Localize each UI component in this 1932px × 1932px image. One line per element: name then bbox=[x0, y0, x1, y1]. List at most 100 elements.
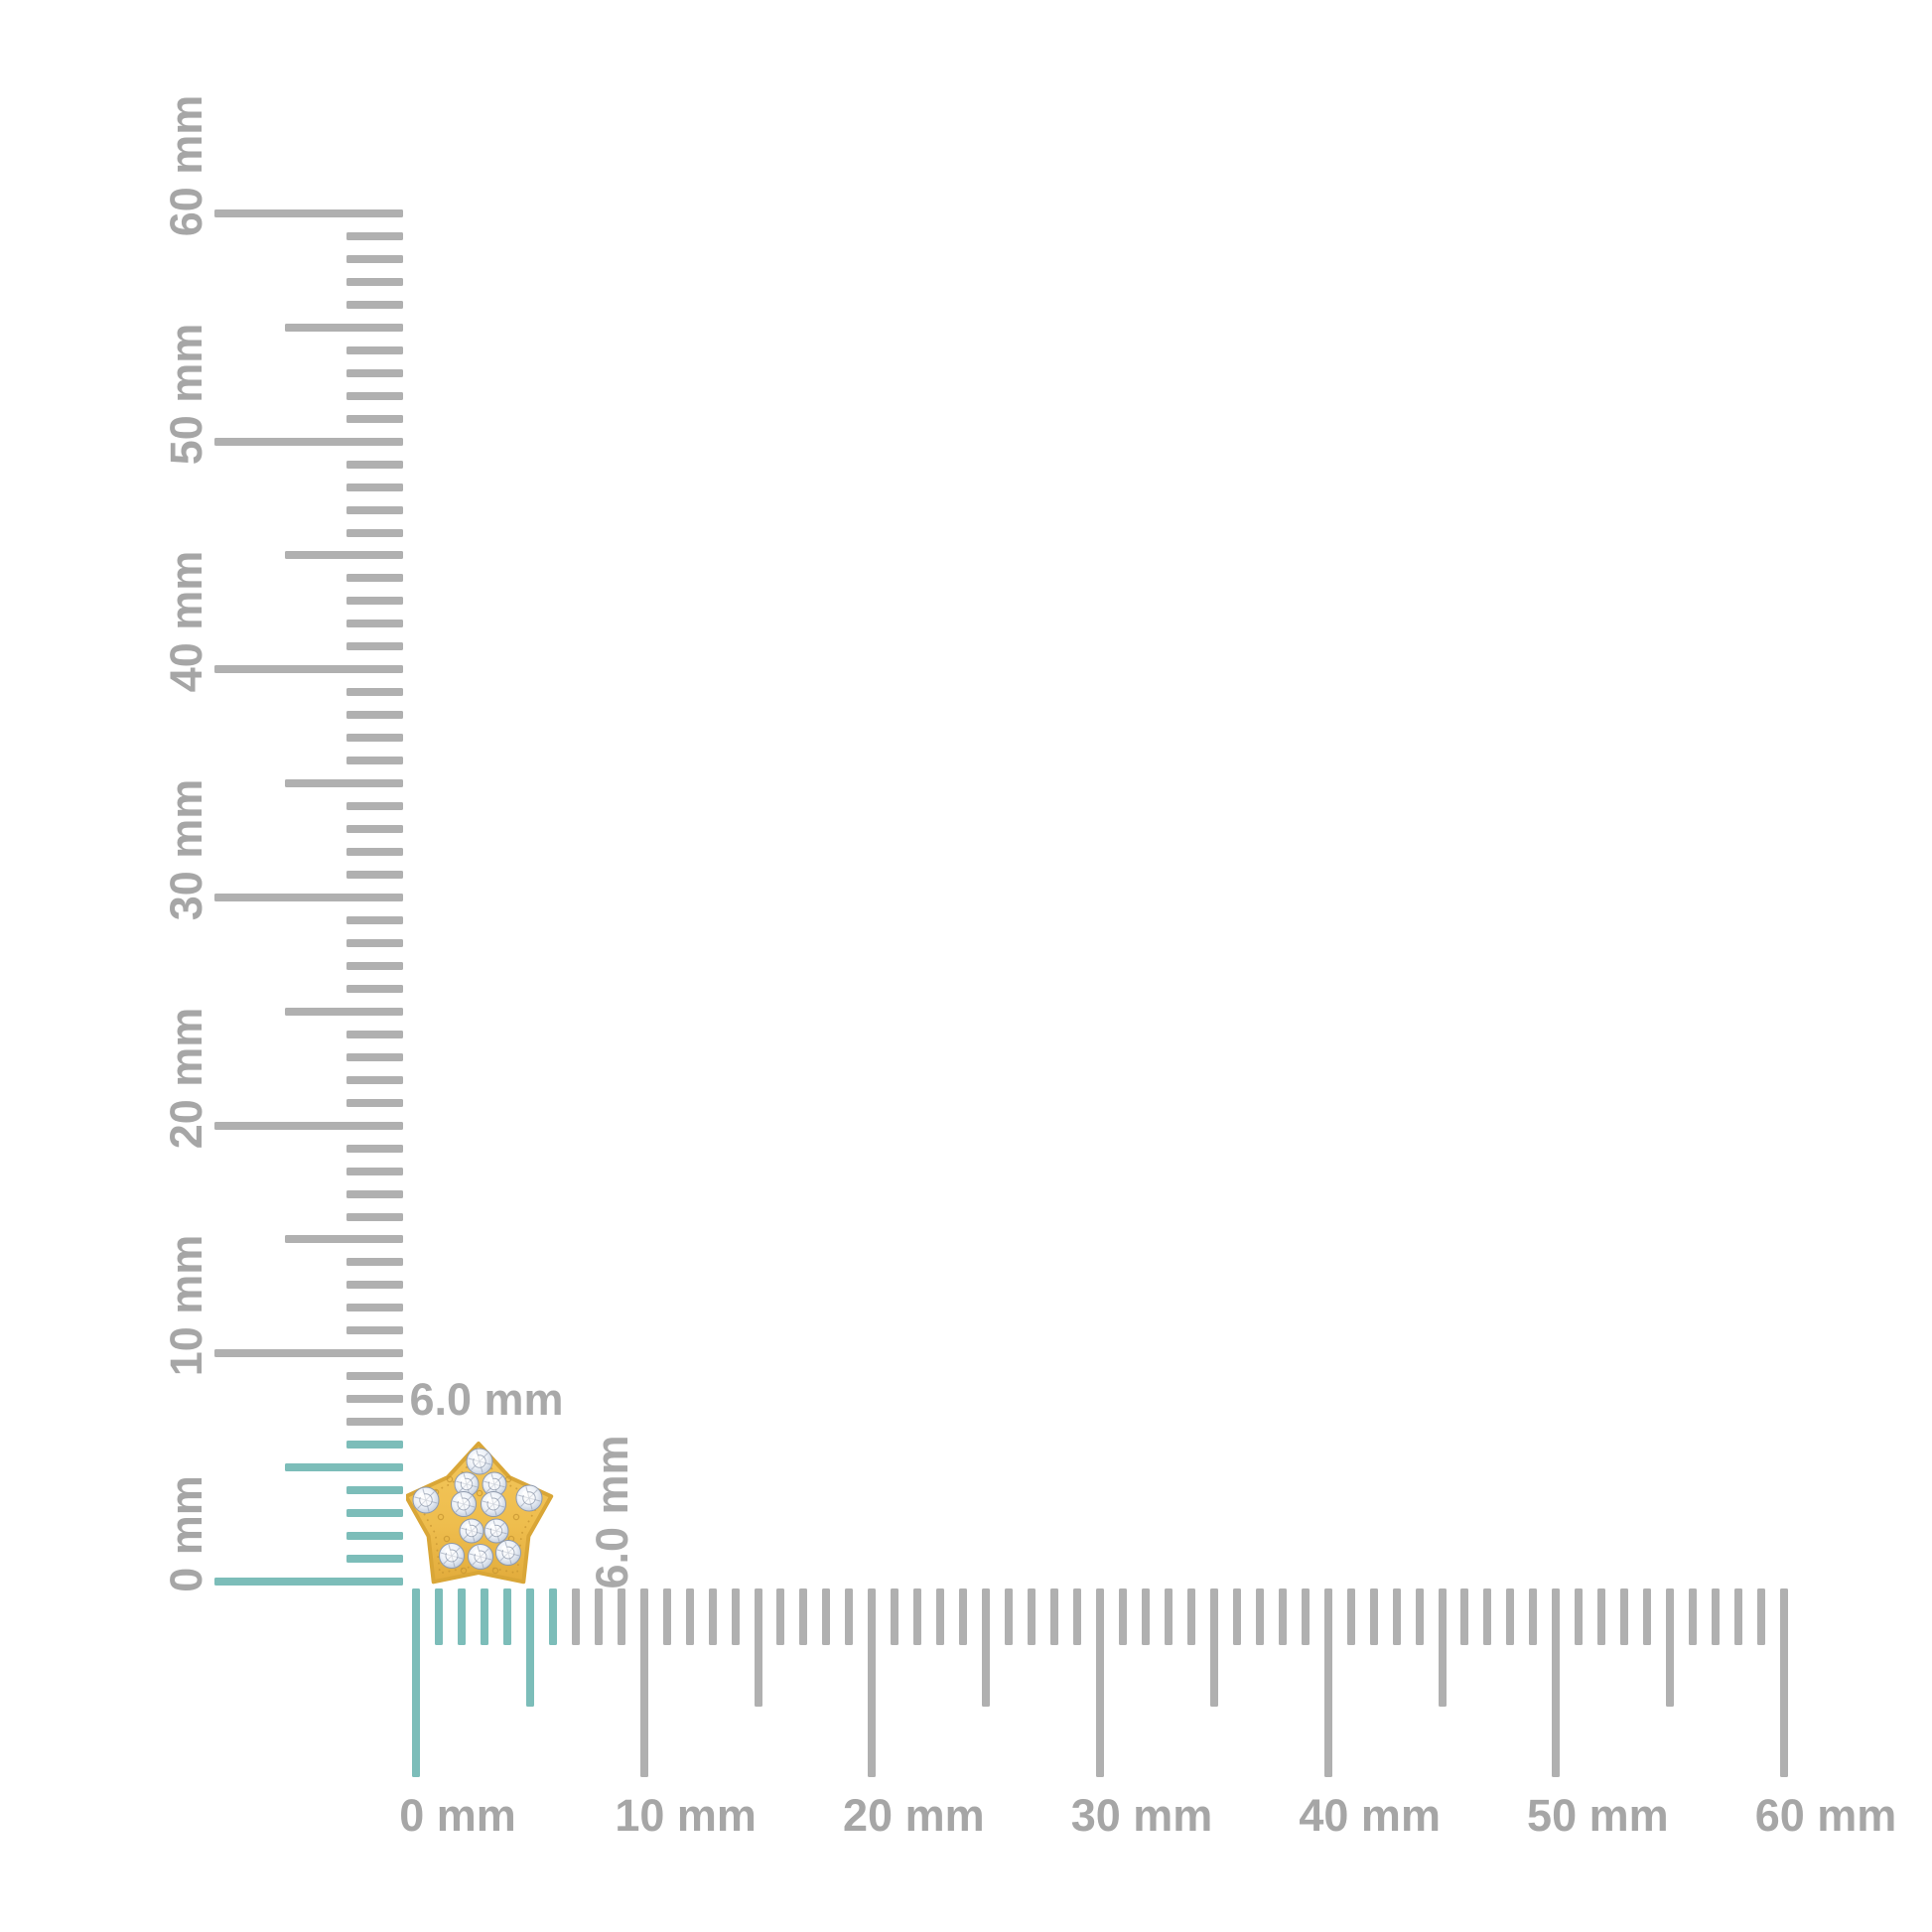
horizontal-ruler-tick-26mm bbox=[1005, 1588, 1014, 1645]
vertical-ruler-tick-48mm bbox=[346, 483, 403, 491]
horizontal-ruler-tick-33mm bbox=[1164, 1588, 1173, 1645]
horizontal-ruler-tick-22mm bbox=[913, 1588, 922, 1645]
horizontal-ruler-tick-19mm bbox=[845, 1588, 854, 1645]
horizontal-ruler-tick-30mm bbox=[1096, 1588, 1104, 1777]
vertical-ruler-tick-40mm bbox=[214, 665, 403, 674]
horizontal-ruler-tick-21mm bbox=[891, 1588, 899, 1645]
vertical-ruler-tick-21mm bbox=[346, 1098, 403, 1107]
horizontal-ruler-tick-50mm bbox=[1552, 1588, 1561, 1777]
horizontal-ruler-label-30mm: 30 mm bbox=[1070, 1790, 1213, 1841]
vertical-ruler-tick-34mm bbox=[346, 802, 403, 811]
vertical-ruler-tick-56mm bbox=[346, 300, 403, 309]
horizontal-ruler-tick-40mm bbox=[1323, 1588, 1332, 1777]
vertical-ruler-tick-54mm bbox=[346, 345, 403, 354]
vertical-ruler-tick-13mm bbox=[346, 1281, 403, 1290]
vertical-ruler-tick-14mm bbox=[346, 1258, 403, 1267]
vertical-ruler-tick-41mm bbox=[346, 642, 403, 651]
horizontal-ruler-tick-39mm bbox=[1301, 1588, 1310, 1645]
diamond-stone bbox=[515, 1484, 543, 1512]
horizontal-ruler-tick-4mm bbox=[502, 1588, 511, 1645]
horizontal-ruler-tick-13mm bbox=[708, 1588, 717, 1645]
vertical-ruler-label-60mm: 60 mm bbox=[161, 94, 211, 237]
vertical-ruler-label-30mm: 30 mm bbox=[161, 778, 211, 921]
vertical-ruler-tick-59mm bbox=[346, 231, 403, 240]
horizontal-ruler-tick-2mm bbox=[457, 1588, 466, 1645]
horizontal-ruler-tick-14mm bbox=[731, 1588, 740, 1645]
vertical-ruler-tick-44mm bbox=[346, 574, 403, 583]
vertical-ruler-tick-51mm bbox=[346, 414, 403, 423]
vertical-ruler-tick-18mm bbox=[346, 1167, 403, 1175]
horizontal-ruler-tick-3mm bbox=[480, 1588, 488, 1645]
vertical-ruler-tick-30mm bbox=[214, 893, 403, 901]
vertical-ruler-tick-9mm bbox=[346, 1372, 403, 1381]
vertical-ruler-tick-42mm bbox=[346, 620, 403, 628]
star-diamond-stud-icon bbox=[406, 1442, 554, 1585]
vertical-ruler-tick-12mm bbox=[346, 1304, 403, 1312]
horizontal-ruler-tick-9mm bbox=[617, 1588, 625, 1645]
vertical-ruler-tick-19mm bbox=[346, 1144, 403, 1153]
object-height-dimension-label: 6.0 mm bbox=[587, 1435, 637, 1589]
vertical-ruler-tick-25mm bbox=[285, 1007, 403, 1016]
vertical-ruler-tick-6mm bbox=[346, 1441, 403, 1449]
horizontal-ruler-tick-35mm bbox=[1209, 1588, 1218, 1707]
horizontal-ruler-tick-60mm bbox=[1780, 1588, 1789, 1777]
vertical-ruler-tick-45mm bbox=[285, 551, 403, 560]
vertical-ruler-label-20mm: 20 mm bbox=[161, 1007, 211, 1149]
vertical-ruler-tick-46mm bbox=[346, 528, 403, 537]
vertical-ruler-tick-33mm bbox=[346, 825, 403, 834]
horizontal-ruler-tick-18mm bbox=[822, 1588, 831, 1645]
horizontal-ruler-label-10mm: 10 mm bbox=[615, 1790, 757, 1841]
horizontal-ruler-tick-36mm bbox=[1232, 1588, 1241, 1645]
diamond-stone bbox=[468, 1544, 493, 1570]
vertical-ruler-tick-38mm bbox=[346, 711, 403, 720]
horizontal-ruler-tick-51mm bbox=[1575, 1588, 1584, 1645]
horizontal-ruler-label-0mm: 0 mm bbox=[399, 1790, 516, 1841]
diamond-stone bbox=[466, 1448, 493, 1475]
horizontal-ruler-tick-37mm bbox=[1255, 1588, 1264, 1645]
horizontal-ruler-tick-7mm bbox=[571, 1588, 580, 1645]
object-width-dimension-label: 6.0 mm bbox=[409, 1374, 564, 1425]
horizontal-ruler-tick-27mm bbox=[1028, 1588, 1036, 1645]
vertical-ruler-tick-10mm bbox=[214, 1349, 403, 1358]
horizontal-ruler-tick-43mm bbox=[1392, 1588, 1401, 1645]
vertical-ruler-tick-24mm bbox=[346, 1030, 403, 1038]
vertical-ruler-tick-23mm bbox=[346, 1052, 403, 1061]
horizontal-ruler-tick-48mm bbox=[1506, 1588, 1515, 1645]
horizontal-ruler-tick-29mm bbox=[1073, 1588, 1082, 1645]
vertical-ruler-tick-27mm bbox=[346, 961, 403, 970]
horizontal-ruler-tick-6mm bbox=[548, 1588, 557, 1645]
horizontal-ruler-tick-23mm bbox=[936, 1588, 945, 1645]
horizontal-ruler-tick-0mm bbox=[412, 1588, 420, 1777]
horizontal-ruler-tick-15mm bbox=[754, 1588, 762, 1707]
vertical-ruler-tick-32mm bbox=[346, 848, 403, 857]
horizontal-ruler-label-60mm: 60 mm bbox=[1754, 1790, 1897, 1841]
horizontal-ruler-tick-47mm bbox=[1483, 1588, 1492, 1645]
vertical-ruler-tick-35mm bbox=[285, 779, 403, 788]
horizontal-ruler-label-20mm: 20 mm bbox=[843, 1790, 985, 1841]
horizontal-ruler-tick-11mm bbox=[662, 1588, 671, 1645]
horizontal-ruler-tick-57mm bbox=[1712, 1588, 1721, 1645]
vertical-ruler-label-10mm: 10 mm bbox=[161, 1235, 211, 1377]
horizontal-ruler-tick-10mm bbox=[639, 1588, 648, 1777]
vertical-ruler-tick-47mm bbox=[346, 505, 403, 514]
diamond-stone bbox=[483, 1518, 509, 1544]
vertical-ruler-tick-16mm bbox=[346, 1212, 403, 1221]
vertical-ruler-tick-49mm bbox=[346, 460, 403, 469]
horizontal-ruler-tick-25mm bbox=[982, 1588, 991, 1707]
vertical-ruler-label-50mm: 50 mm bbox=[161, 323, 211, 465]
vertical-ruler-tick-4mm bbox=[346, 1486, 403, 1495]
vertical-ruler-tick-0mm bbox=[214, 1578, 403, 1586]
horizontal-ruler-tick-45mm bbox=[1438, 1588, 1447, 1707]
vertical-ruler-label-0mm: 0 mm bbox=[161, 1475, 211, 1592]
vertical-ruler-tick-26mm bbox=[346, 984, 403, 993]
horizontal-ruler-tick-46mm bbox=[1460, 1588, 1469, 1645]
horizontal-ruler-tick-8mm bbox=[594, 1588, 603, 1645]
vertical-ruler-tick-43mm bbox=[346, 597, 403, 606]
vertical-ruler-tick-20mm bbox=[214, 1121, 403, 1130]
horizontal-ruler-tick-42mm bbox=[1369, 1588, 1378, 1645]
vertical-ruler-tick-58mm bbox=[346, 254, 403, 263]
vertical-ruler-label-40mm: 40 mm bbox=[161, 551, 211, 693]
diamond-stone bbox=[459, 1518, 484, 1544]
vertical-ruler-tick-57mm bbox=[346, 277, 403, 286]
